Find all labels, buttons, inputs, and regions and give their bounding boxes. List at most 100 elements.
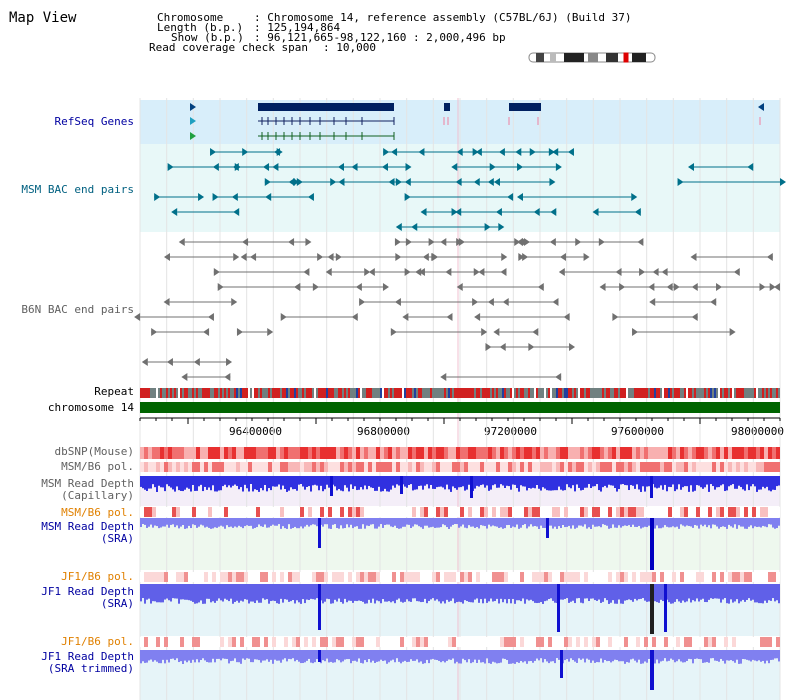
depth-bar xyxy=(708,584,710,600)
depth-bar xyxy=(740,476,742,488)
heat-cell xyxy=(184,507,188,517)
depth-bar xyxy=(434,584,436,601)
depth-bar xyxy=(316,650,318,660)
heat-cell xyxy=(228,462,232,472)
depth-bar xyxy=(632,650,634,659)
repeat-segment xyxy=(466,388,468,398)
depth-spike xyxy=(650,650,654,690)
heat-cell xyxy=(288,507,292,517)
depth-bar xyxy=(366,518,368,526)
repeat-segment xyxy=(726,388,728,398)
b6n-bac-pair-end xyxy=(207,313,214,321)
repeat-segment xyxy=(552,388,554,398)
heat-cell xyxy=(616,462,620,472)
depth-bar xyxy=(658,518,660,529)
depth-bar xyxy=(524,650,526,662)
depth-bar xyxy=(438,476,440,487)
depth-bar xyxy=(524,584,526,604)
depth-bar xyxy=(298,476,300,485)
depth-bar xyxy=(212,518,214,529)
b6n-bac-pair-end xyxy=(612,313,619,321)
depth-bar xyxy=(446,650,448,661)
depth-bar xyxy=(674,476,676,492)
heat-cell xyxy=(468,637,472,647)
depth-bar xyxy=(178,476,180,491)
heat-cell xyxy=(148,507,152,517)
b6n-bac-pair-end xyxy=(141,358,148,366)
depth-bar xyxy=(480,518,482,526)
depth-bar xyxy=(696,476,698,486)
depth-bar xyxy=(762,476,764,487)
depth-bar xyxy=(264,650,266,661)
depth-bar xyxy=(586,650,588,659)
heat-cell xyxy=(676,572,680,582)
repeat-segment xyxy=(344,388,346,398)
depth-bar xyxy=(252,584,254,602)
heat-cell xyxy=(472,507,476,517)
depth-bar xyxy=(604,584,606,599)
depth-bar xyxy=(564,650,566,661)
repeat-segment xyxy=(582,388,584,398)
depth-bar xyxy=(182,650,184,664)
heat-cell xyxy=(724,507,728,517)
heat-cell xyxy=(512,507,516,517)
heat-cell xyxy=(192,572,196,582)
depth-bar xyxy=(246,518,248,526)
depth-bar xyxy=(356,476,358,491)
heat-cell xyxy=(168,572,172,582)
msm-bac-pair-end xyxy=(212,193,219,201)
depth-bar xyxy=(544,518,546,529)
depth-bar xyxy=(230,650,232,662)
msm-bac-pair-end xyxy=(473,178,480,186)
depth-bar xyxy=(700,650,702,660)
msm-bac-pair-end xyxy=(383,148,390,156)
depth-bar xyxy=(432,584,434,599)
repeat-segment xyxy=(594,388,596,398)
repeat-segment xyxy=(614,388,616,398)
repeat-segment xyxy=(700,388,702,398)
depth-bar xyxy=(662,584,664,602)
depth-bar xyxy=(256,518,258,528)
repeat-segment xyxy=(324,388,326,398)
heat-cell xyxy=(272,462,276,472)
depth-bar xyxy=(176,584,178,599)
repeat-segment xyxy=(306,388,308,398)
heat-cell xyxy=(396,637,400,647)
depth-bar xyxy=(358,518,360,529)
heat-cell xyxy=(244,462,248,472)
depth-bar xyxy=(656,518,658,526)
repeat-segment xyxy=(744,388,746,398)
depth-bar xyxy=(750,650,752,662)
heat-cell xyxy=(480,462,484,472)
heat-cell xyxy=(228,447,232,459)
heat-cell xyxy=(604,447,608,459)
repeat-segment xyxy=(690,388,692,398)
depth-bar xyxy=(710,650,712,659)
depth-bar xyxy=(310,650,312,663)
repeat-segment xyxy=(234,388,236,398)
chromosome-ideogram[interactable] xyxy=(528,52,658,64)
track-label-msm-depth-capillary: MSM Read Depth (Capillary) xyxy=(41,477,134,502)
repeat-segment xyxy=(602,388,604,398)
depth-bar xyxy=(236,584,238,601)
gene-arrow xyxy=(190,132,196,140)
repeat-segment xyxy=(666,388,668,398)
heat-cell xyxy=(340,447,344,459)
depth-bar xyxy=(440,650,442,663)
heat-cell xyxy=(640,572,644,582)
heat-cell xyxy=(264,447,268,459)
heat-cell xyxy=(744,507,748,517)
depth-bar xyxy=(542,650,544,663)
depth-bar xyxy=(724,518,726,527)
heat-cell xyxy=(712,572,716,582)
heat-cell xyxy=(716,447,720,459)
depth-bar xyxy=(170,650,172,659)
repeat-segment xyxy=(432,388,434,398)
b6n-bac-pair-end xyxy=(485,343,492,351)
depth-bar xyxy=(202,650,204,659)
heat-cell xyxy=(252,462,256,472)
heat-cell xyxy=(484,637,488,647)
heat-cell xyxy=(568,447,572,459)
heat-cell xyxy=(400,637,404,647)
